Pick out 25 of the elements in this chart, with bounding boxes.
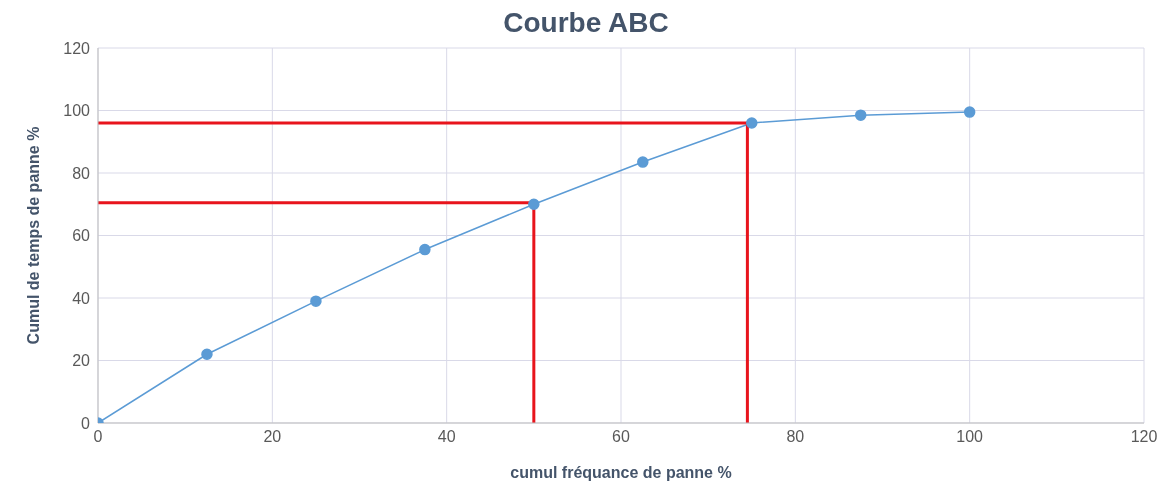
y-tick-label: 0 xyxy=(81,414,91,432)
point xyxy=(963,106,976,118)
chart-title: Courbe ABC xyxy=(502,7,670,38)
x-tick-label: 100 xyxy=(956,428,984,446)
point xyxy=(746,117,758,129)
x-tick-label: 40 xyxy=(437,428,456,446)
x-tick-label: 80 xyxy=(786,428,805,446)
y-tick-label: 80 xyxy=(72,164,91,182)
y-tick-label: 40 xyxy=(72,289,91,307)
x-tick-label: 60 xyxy=(612,428,630,446)
point xyxy=(854,109,867,121)
y-tick-label: 60 xyxy=(72,227,91,245)
x-tick-label: 120 xyxy=(1130,428,1158,446)
y-tick-label: 100 xyxy=(63,102,91,120)
y-tick-label: 20 xyxy=(72,352,91,370)
point xyxy=(637,156,649,168)
x-tick-label: 20 xyxy=(263,428,282,446)
y-tick-label: 120 xyxy=(63,39,91,57)
y-axis-title: Cumul de temps de panne % xyxy=(24,126,42,345)
point xyxy=(201,348,213,360)
x-tick-label: 0 xyxy=(93,428,103,446)
x-axis-title: cumul fréquance de panne % xyxy=(510,464,732,481)
point xyxy=(419,243,431,256)
point xyxy=(528,198,540,210)
point xyxy=(310,295,322,307)
